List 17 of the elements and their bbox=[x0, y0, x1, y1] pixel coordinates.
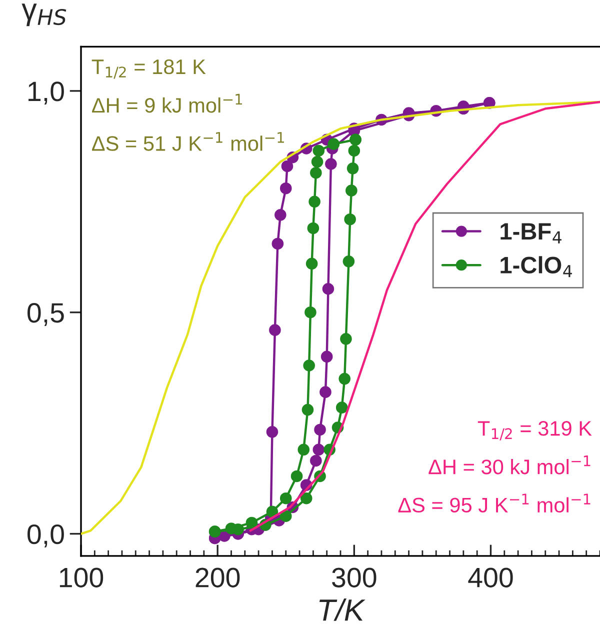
x-tick-label: 100 bbox=[60, 568, 104, 588]
annotation: T$_{1/2}$ = 319 K bbox=[478, 421, 592, 440]
y-tick-label: 1,0 bbox=[28, 82, 64, 105]
legend-label: 1-BF$_{4}$ bbox=[500, 223, 562, 244]
y-axis-title: γ$_{HS}$ bbox=[22, 4, 66, 26]
annotation: ΔS = 51 J K$^{−1}$ mol$^{−1}$ bbox=[92, 132, 284, 151]
y-tick-label: 0,0 bbox=[28, 524, 64, 548]
annotation: ΔH = 9 kJ mol$^{−1}$ bbox=[92, 94, 242, 113]
x-tick-label: 200 bbox=[196, 568, 240, 588]
annotation: ΔS = 95 J K$^{−1}$ mol$^{−1}$ bbox=[398, 494, 590, 513]
annotation: T$_{1/2}$ = 181 K bbox=[92, 59, 206, 79]
y-tick-label: 0,5 bbox=[28, 303, 64, 326]
x-tick-label: 300 bbox=[332, 568, 376, 588]
x-tick-label: 400 bbox=[468, 568, 513, 588]
annotation: ΔH = 30 kJ mol$^{−1}$ bbox=[428, 456, 590, 474]
legend-label: 1-ClO$_{4}$ bbox=[500, 256, 572, 278]
x-axis-title: T/K bbox=[319, 598, 366, 621]
